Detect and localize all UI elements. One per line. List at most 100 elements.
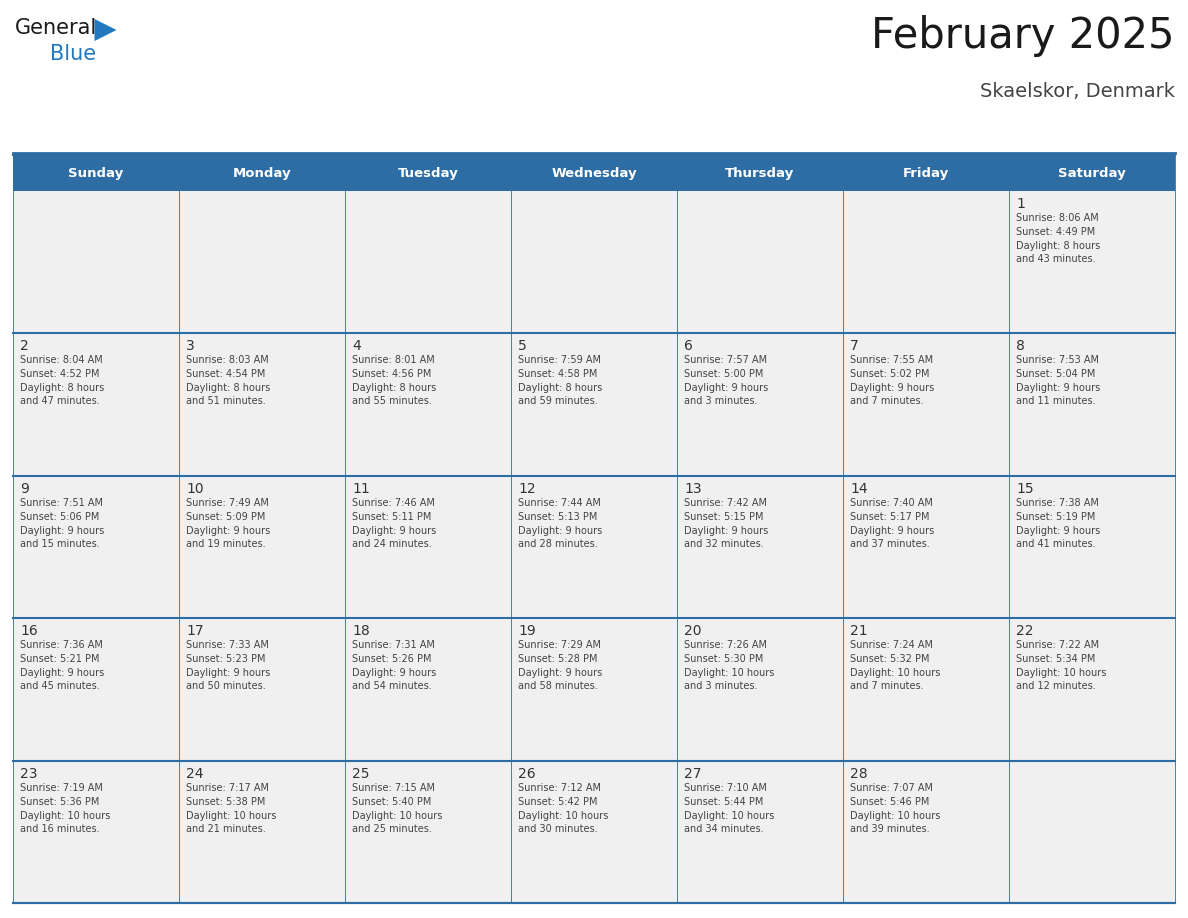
- Text: Sunrise: 7:33 AM: Sunrise: 7:33 AM: [187, 640, 268, 650]
- Text: Daylight: 10 hours: Daylight: 10 hours: [849, 811, 941, 821]
- Bar: [345, 618, 511, 761]
- Text: Sunrise: 7:51 AM: Sunrise: 7:51 AM: [20, 498, 103, 508]
- Text: Sunrise: 7:38 AM: Sunrise: 7:38 AM: [1016, 498, 1099, 508]
- Text: and 32 minutes.: and 32 minutes.: [684, 539, 764, 549]
- Text: 17: 17: [187, 624, 203, 638]
- Text: Sunset: 4:54 PM: Sunset: 4:54 PM: [187, 369, 265, 379]
- Text: 12: 12: [518, 482, 536, 496]
- Text: Daylight: 10 hours: Daylight: 10 hours: [684, 668, 775, 678]
- Text: and 55 minutes.: and 55 minutes.: [352, 397, 432, 407]
- Text: Sunrise: 7:57 AM: Sunrise: 7:57 AM: [684, 355, 767, 365]
- Bar: [677, 761, 843, 903]
- Text: Daylight: 8 hours: Daylight: 8 hours: [352, 384, 436, 394]
- Text: and 30 minutes.: and 30 minutes.: [518, 823, 598, 834]
- Text: Sunrise: 7:22 AM: Sunrise: 7:22 AM: [1016, 640, 1099, 650]
- Text: Daylight: 8 hours: Daylight: 8 hours: [187, 384, 270, 394]
- Text: Daylight: 8 hours: Daylight: 8 hours: [518, 384, 602, 394]
- Text: and 37 minutes.: and 37 minutes.: [849, 539, 930, 549]
- Text: Daylight: 9 hours: Daylight: 9 hours: [20, 526, 105, 536]
- Text: Daylight: 10 hours: Daylight: 10 hours: [352, 811, 442, 821]
- Text: 18: 18: [352, 624, 369, 638]
- Text: Sunset: 5:06 PM: Sunset: 5:06 PM: [20, 512, 100, 521]
- Text: Sunset: 4:52 PM: Sunset: 4:52 PM: [20, 369, 100, 379]
- Text: Sunset: 5:17 PM: Sunset: 5:17 PM: [849, 512, 929, 521]
- Text: Sunrise: 7:59 AM: Sunrise: 7:59 AM: [518, 355, 601, 365]
- Text: Daylight: 9 hours: Daylight: 9 hours: [684, 526, 769, 536]
- Text: Daylight: 10 hours: Daylight: 10 hours: [187, 811, 277, 821]
- Text: Sunrise: 8:04 AM: Sunrise: 8:04 AM: [20, 355, 102, 365]
- Text: Daylight: 9 hours: Daylight: 9 hours: [518, 668, 602, 678]
- Text: and 15 minutes.: and 15 minutes.: [20, 539, 100, 549]
- Text: Sunrise: 7:12 AM: Sunrise: 7:12 AM: [518, 783, 601, 792]
- Text: Daylight: 9 hours: Daylight: 9 hours: [187, 526, 270, 536]
- Text: Daylight: 10 hours: Daylight: 10 hours: [20, 811, 110, 821]
- Text: Wednesday: Wednesday: [551, 166, 637, 180]
- Bar: [1009, 476, 1175, 618]
- Text: 3: 3: [187, 340, 195, 353]
- Text: Daylight: 9 hours: Daylight: 9 hours: [849, 526, 934, 536]
- Bar: [345, 476, 511, 618]
- Text: 15: 15: [1016, 482, 1034, 496]
- Text: Sunrise: 7:46 AM: Sunrise: 7:46 AM: [352, 498, 435, 508]
- Text: Sunrise: 7:26 AM: Sunrise: 7:26 AM: [684, 640, 767, 650]
- Text: and 16 minutes.: and 16 minutes.: [20, 823, 100, 834]
- Bar: [179, 333, 345, 476]
- Text: Sunset: 4:56 PM: Sunset: 4:56 PM: [352, 369, 431, 379]
- Text: 24: 24: [187, 767, 203, 780]
- Bar: [1009, 333, 1175, 476]
- Text: Sunrise: 7:17 AM: Sunrise: 7:17 AM: [187, 783, 268, 792]
- Text: Sunrise: 7:44 AM: Sunrise: 7:44 AM: [518, 498, 601, 508]
- Text: Sunrise: 7:42 AM: Sunrise: 7:42 AM: [684, 498, 767, 508]
- Text: 13: 13: [684, 482, 702, 496]
- Text: and 3 minutes.: and 3 minutes.: [684, 397, 758, 407]
- Text: Sunset: 5:11 PM: Sunset: 5:11 PM: [352, 512, 431, 521]
- Bar: [13, 191, 179, 333]
- Text: Sunset: 5:23 PM: Sunset: 5:23 PM: [187, 655, 265, 665]
- Text: Daylight: 10 hours: Daylight: 10 hours: [849, 668, 941, 678]
- Bar: [511, 191, 677, 333]
- Text: and 43 minutes.: and 43 minutes.: [1016, 254, 1095, 264]
- Bar: [179, 191, 345, 333]
- Text: Sunrise: 8:01 AM: Sunrise: 8:01 AM: [352, 355, 435, 365]
- Text: Thursday: Thursday: [726, 166, 795, 180]
- Text: 11: 11: [352, 482, 369, 496]
- Text: and 50 minutes.: and 50 minutes.: [187, 681, 266, 691]
- Text: and 12 minutes.: and 12 minutes.: [1016, 681, 1095, 691]
- Text: 23: 23: [20, 767, 38, 780]
- Text: and 34 minutes.: and 34 minutes.: [684, 823, 764, 834]
- Text: 1: 1: [1016, 197, 1025, 211]
- Text: Sunday: Sunday: [69, 166, 124, 180]
- Bar: [13, 618, 179, 761]
- Text: Sunrise: 8:03 AM: Sunrise: 8:03 AM: [187, 355, 268, 365]
- Text: 8: 8: [1016, 340, 1025, 353]
- Text: 22: 22: [1016, 624, 1034, 638]
- Text: Sunrise: 7:40 AM: Sunrise: 7:40 AM: [849, 498, 933, 508]
- Text: 27: 27: [684, 767, 701, 780]
- Text: Blue: Blue: [50, 44, 96, 64]
- Bar: [13, 476, 179, 618]
- Text: Sunrise: 7:49 AM: Sunrise: 7:49 AM: [187, 498, 268, 508]
- Bar: [511, 476, 677, 618]
- Text: Daylight: 9 hours: Daylight: 9 hours: [352, 668, 436, 678]
- Text: Daylight: 10 hours: Daylight: 10 hours: [518, 811, 608, 821]
- Text: Sunset: 5:04 PM: Sunset: 5:04 PM: [1016, 369, 1095, 379]
- Bar: [677, 191, 843, 333]
- Text: Sunrise: 7:10 AM: Sunrise: 7:10 AM: [684, 783, 767, 792]
- Bar: [511, 618, 677, 761]
- Text: Sunrise: 7:31 AM: Sunrise: 7:31 AM: [352, 640, 435, 650]
- Text: Sunrise: 7:29 AM: Sunrise: 7:29 AM: [518, 640, 601, 650]
- Text: and 24 minutes.: and 24 minutes.: [352, 539, 431, 549]
- Text: Daylight: 9 hours: Daylight: 9 hours: [518, 526, 602, 536]
- Text: Daylight: 9 hours: Daylight: 9 hours: [352, 526, 436, 536]
- Bar: [511, 333, 677, 476]
- Text: 26: 26: [518, 767, 536, 780]
- Text: and 41 minutes.: and 41 minutes.: [1016, 539, 1095, 549]
- Bar: [179, 476, 345, 618]
- Text: Sunset: 5:42 PM: Sunset: 5:42 PM: [518, 797, 598, 807]
- Bar: [1009, 761, 1175, 903]
- Text: 25: 25: [352, 767, 369, 780]
- Text: Saturday: Saturday: [1059, 166, 1126, 180]
- Bar: [13, 333, 179, 476]
- Text: Sunset: 5:32 PM: Sunset: 5:32 PM: [849, 655, 929, 665]
- Text: Sunset: 5:44 PM: Sunset: 5:44 PM: [684, 797, 764, 807]
